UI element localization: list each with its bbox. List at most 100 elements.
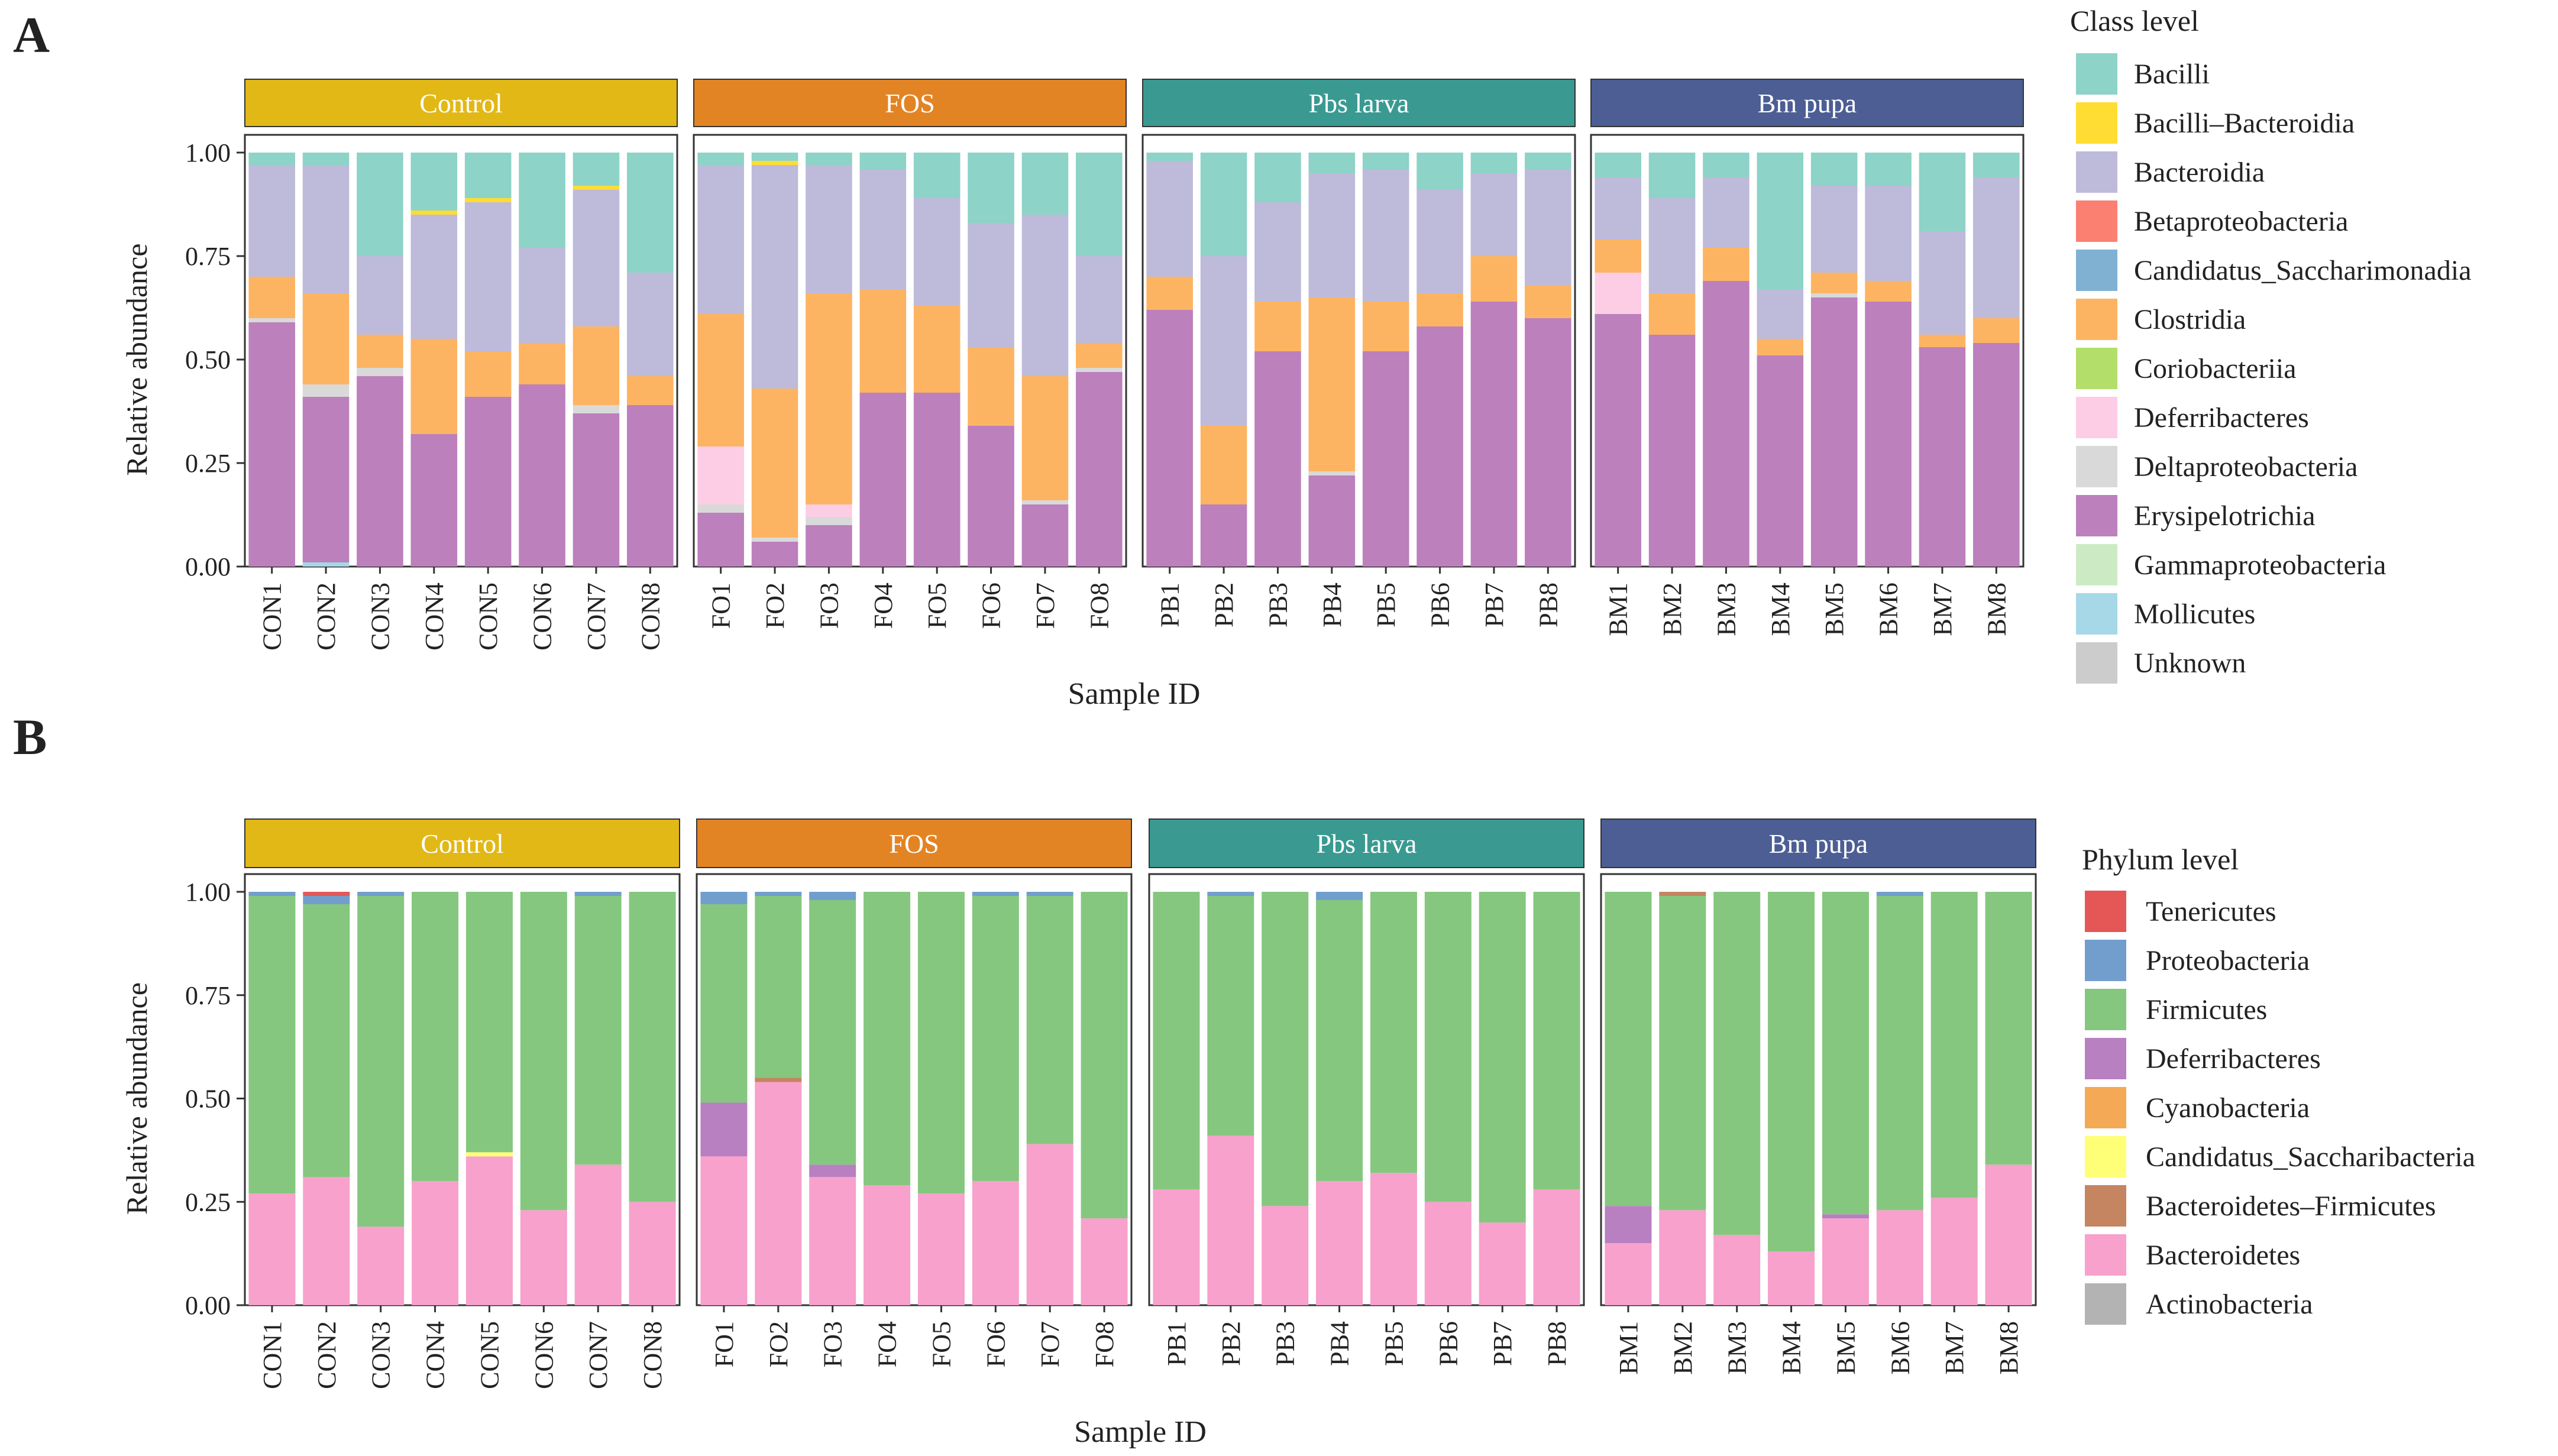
bar-segment (465, 1156, 513, 1305)
bar-segment (968, 347, 1014, 426)
bar-segment (809, 900, 856, 1165)
x-tick-label: CON4 (420, 583, 449, 651)
bar-segment (806, 165, 852, 293)
legend-label: Mollicutes (2134, 598, 2255, 630)
legend-item: Candidatus_Saccharibacteria (2085, 1136, 2475, 1177)
bar-segment (806, 517, 852, 525)
legend-label: Bacilli–Bacteroidia (2134, 108, 2355, 139)
facet-strip-label: Bm pupa (1758, 88, 1857, 118)
bar-segment (629, 1202, 676, 1305)
bar-segment (1985, 892, 2032, 1165)
facet-strip-label: Control (421, 829, 504, 859)
bar-segment (1810, 273, 1858, 293)
bar-segment (464, 397, 512, 567)
legend-label: Gammaproteobacteria (2134, 549, 2386, 581)
bar-segment (410, 339, 458, 434)
bar-segment (1822, 1218, 1869, 1305)
x-axis-label: Sample ID (1074, 1415, 1207, 1449)
x-tick-label: FO6 (977, 583, 1006, 629)
bar-segment (1919, 335, 1966, 347)
bar-segment (864, 892, 911, 1186)
bar-segment (1479, 892, 1526, 1223)
facet-strip (244, 79, 678, 127)
legend-item: Deferribacteres (2076, 397, 2309, 438)
bar-segment (806, 525, 852, 567)
legend-swatch (2076, 642, 2117, 684)
bar-segment (302, 293, 350, 384)
bar-segment (1876, 1210, 1923, 1305)
legend-label: Unknown (2134, 648, 2246, 679)
facet-fos: FOS FO1 FO2 FO3 FO4 FO5 FO6 FO7 FO8 (693, 79, 1127, 629)
x-tick-label: FO2 (764, 1321, 793, 1367)
bar-segment (1757, 289, 1804, 339)
bar-segment (751, 165, 798, 389)
bar-segment (1757, 355, 1804, 567)
bar-segment (1076, 372, 1123, 567)
y-tick-label: 0.75 (185, 242, 231, 271)
bar-segment (1595, 153, 1641, 177)
x-tick-label: BM6 (1886, 1321, 1915, 1374)
bar-segment (1146, 161, 1193, 277)
bar-segment (1146, 153, 1193, 161)
legend-swatch (2076, 299, 2117, 340)
bar-segment (520, 1210, 567, 1305)
x-tick-label: CON6 (529, 1321, 558, 1389)
legend-swatch (2076, 250, 2117, 291)
bar-segment (248, 892, 296, 896)
bar-segment (1207, 892, 1254, 896)
bar-segment (1021, 500, 1069, 504)
legend-item: Tenericutes (2085, 891, 2276, 932)
legend-swatch (2076, 53, 2117, 95)
legend-label: Erysipelotrichia (2134, 500, 2316, 532)
x-tick-label: PB8 (1534, 583, 1563, 627)
x-tick-label: BM2 (1658, 583, 1687, 636)
bar-segment (1146, 277, 1193, 310)
x-tick-label: PB5 (1379, 1321, 1408, 1366)
x-tick-label: BM5 (1820, 583, 1849, 636)
legend-swatch (2076, 397, 2117, 438)
x-tick-label: BM8 (1994, 1321, 2023, 1374)
bar-segment (1595, 240, 1641, 273)
x-tick-label: PB2 (1217, 1321, 1246, 1366)
bar-segment (1703, 153, 1749, 177)
x-tick-label: CON4 (421, 1321, 450, 1389)
legend-swatch (2076, 348, 2117, 389)
bar-segment (806, 504, 852, 517)
facet-strip (1149, 818, 1584, 868)
facet-strip (244, 818, 680, 868)
y-axis-label: Relative abundance (120, 244, 153, 476)
legend-item: Deltaproteobacteria (2076, 446, 2358, 487)
bar-segment (1648, 153, 1696, 198)
bar-segment (573, 153, 620, 186)
bar-segment (1308, 297, 1356, 471)
x-tick-label: FO4 (869, 583, 898, 629)
bar-segment (1200, 153, 1247, 256)
bar-segment (357, 335, 403, 368)
legend-swatch (2085, 1136, 2126, 1177)
x-tick-label: CON3 (367, 1321, 396, 1389)
bar-segment (1605, 1206, 1652, 1244)
bar-segment (1659, 892, 1706, 896)
facet-control: Control CON1 CON2 CON3 CON4 CON5 CON6 CON7 CON8 (244, 79, 678, 651)
bar-segment (412, 1181, 459, 1305)
x-tick-label: PB3 (1263, 583, 1292, 627)
panel-b: B 0.00 0.25 0.50 0.75 1.00 Relative abundance S… (13, 708, 2475, 1449)
bar-segment (464, 198, 512, 202)
bar-segment (1930, 892, 1978, 1198)
bar-segment (697, 513, 744, 567)
bar-segment (1973, 153, 2020, 177)
bar-segment (1153, 1189, 1200, 1305)
bar-segment (1768, 1251, 1815, 1305)
facet-strip-label: Bm pupa (1769, 829, 1868, 859)
bar-segment (697, 504, 744, 513)
x-tick-label: BM2 (1668, 1321, 1697, 1374)
bar-segment (1757, 153, 1804, 289)
x-tick-label: PB2 (1210, 583, 1238, 627)
bar-segment (1316, 900, 1363, 1182)
legend-swatch (2085, 989, 2126, 1030)
bar-segment (755, 895, 802, 1078)
legend-label: Candidatus_Saccharibacteria (2146, 1141, 2475, 1173)
bar-segment (303, 1177, 350, 1305)
bar-segment (1308, 153, 1356, 173)
y-tick-label: 0.75 (185, 981, 231, 1010)
